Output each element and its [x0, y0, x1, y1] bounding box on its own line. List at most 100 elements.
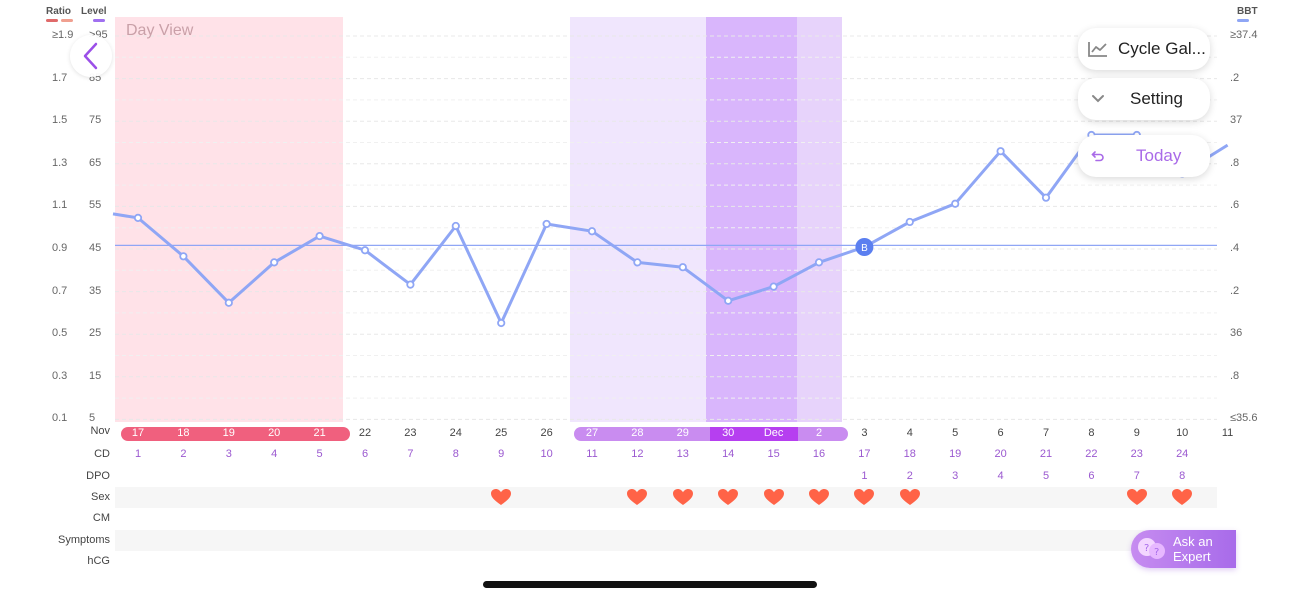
- heart-icon: [491, 489, 512, 505]
- bbt-point: [406, 280, 415, 289]
- fertile-band: [570, 17, 706, 422]
- ratio-axis-label: Ratio: [46, 6, 71, 17]
- cd-cell: 13: [676, 448, 689, 460]
- chat-bubbles-icon: ? ?: [1131, 536, 1173, 562]
- date-cell: 11: [1221, 427, 1234, 439]
- ratio-tick: 0.9: [52, 242, 68, 254]
- ratio-tick: 1.3: [52, 156, 68, 169]
- home-indicator[interactable]: [483, 581, 817, 588]
- bbt-point: [814, 258, 824, 267]
- bbt-tick: ≤35.6: [1230, 412, 1258, 425]
- cd-cell: 12: [631, 448, 644, 460]
- dpo-cell: 3: [952, 470, 959, 482]
- ratio-tick: 0.3: [52, 369, 68, 382]
- bbt-point: [179, 252, 188, 261]
- expert-label-line2: Expert: [1173, 549, 1211, 564]
- level-tick: 75: [89, 114, 102, 127]
- dpo-cell: 5: [1042, 470, 1050, 482]
- bbt-axis-label: BBT: [1237, 6, 1258, 17]
- bbt-point: [133, 213, 143, 222]
- dpo-cell: 1: [861, 470, 868, 482]
- date-cell: 3: [861, 427, 868, 439]
- ratio-tick: 0.1: [52, 412, 68, 425]
- today-button[interactable]: Today: [1078, 135, 1210, 177]
- svg-text:?: ?: [1154, 547, 1159, 558]
- ask-expert-button[interactable]: ? ? Ask an Expert: [1131, 530, 1236, 568]
- cd-cell: 4: [271, 448, 278, 460]
- date-cell: 19: [222, 427, 235, 439]
- date-cell: Dec: [763, 427, 784, 439]
- svg-text:?: ?: [1144, 543, 1149, 554]
- cd-cell: 11: [586, 448, 598, 460]
- expert-label-line1: Ask an: [1173, 534, 1213, 549]
- level-tick: 25: [89, 327, 102, 340]
- date-cell: 6: [997, 427, 1004, 439]
- date-cell: 22: [358, 427, 372, 439]
- heart-icon: [718, 489, 739, 505]
- date-cell: 2: [815, 427, 823, 439]
- date-cell: 10: [1176, 427, 1189, 439]
- marker-dot: [855, 237, 874, 256]
- ratio-tick: 1.7: [52, 71, 68, 84]
- dpo-cell: 2: [906, 470, 913, 482]
- date-cell: 28: [631, 427, 644, 439]
- cd-cell: 19: [949, 448, 962, 460]
- heart-icon: [899, 489, 920, 505]
- ratio-tick: 0.7: [52, 284, 68, 297]
- ratio-tick: 0.5: [52, 327, 68, 340]
- ovulation-pill: [710, 427, 798, 441]
- row-label-date: Nov: [90, 425, 110, 437]
- row-label-cm: CM: [92, 512, 110, 524]
- return-arrow-icon: [1078, 149, 1118, 163]
- bbt-point: [542, 219, 551, 229]
- level-tick: 5: [89, 412, 96, 425]
- date-cell: 8: [1088, 427, 1095, 439]
- cd-cell: 6: [361, 448, 369, 460]
- heart-icon: [672, 489, 693, 505]
- cd-cell: 9: [498, 448, 505, 460]
- bbt-tick: .8: [1230, 369, 1240, 382]
- level-tick: 45: [89, 242, 102, 254]
- row-label-symptoms: Symptoms: [58, 534, 110, 546]
- bbt-point: [270, 258, 279, 267]
- bbt-point: [633, 258, 642, 267]
- date-cell: 18: [177, 427, 190, 439]
- cd-cell: 21: [1039, 448, 1053, 460]
- heart-icon: [1126, 489, 1147, 505]
- setting-button[interactable]: Setting: [1078, 78, 1210, 120]
- bbt-point: [724, 296, 733, 305]
- cd-cell: 14: [722, 448, 735, 460]
- date-cell: 30: [722, 427, 735, 439]
- setting-label: Setting: [1130, 89, 1183, 108]
- row-label-cd: CD: [94, 448, 110, 460]
- cd-cell: 16: [812, 448, 826, 460]
- dpo-cell: 7: [1133, 470, 1140, 482]
- bbt-tick: 37: [1230, 114, 1243, 127]
- bbt-tick: .2: [1230, 71, 1240, 84]
- cycle-gallery-label: Cycle Gal...: [1118, 39, 1206, 58]
- date-cell: 9: [1133, 427, 1140, 439]
- bbt-tick: .8: [1230, 156, 1240, 169]
- heart-icon: [854, 489, 875, 505]
- back-button[interactable]: [70, 35, 112, 77]
- sex-row-bg: [115, 487, 1217, 508]
- cd-cell: 24: [1176, 448, 1189, 460]
- bbt-point: [360, 246, 370, 255]
- bbt-tick: ≥37.4: [1230, 29, 1258, 41]
- bbt-series-line: [112, 133, 1229, 325]
- cycle-gallery-button[interactable]: Cycle Gal...: [1078, 28, 1210, 70]
- ratio-swatch-a: [46, 19, 58, 22]
- date-cell: 5: [952, 427, 959, 439]
- row-label-sex: Sex: [91, 491, 110, 503]
- date-cell: 21: [313, 427, 326, 439]
- day-view-label: Day View: [126, 22, 194, 39]
- bbt-tick: 36: [1230, 327, 1243, 340]
- ratio-swatch-b: [61, 19, 73, 22]
- bbt-point: [451, 221, 460, 231]
- cd-cell: 20: [994, 448, 1007, 460]
- ratio-tick: 1.5: [52, 114, 68, 127]
- heart-icon: [763, 489, 784, 505]
- dpo-cell: 6: [1088, 470, 1095, 482]
- date-cell: 20: [268, 427, 281, 439]
- date-cell: 26: [540, 427, 553, 439]
